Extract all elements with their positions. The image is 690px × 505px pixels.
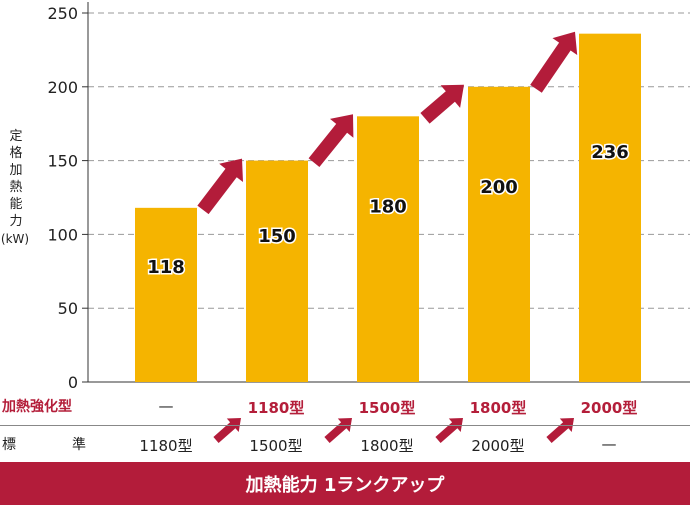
bar [468, 86, 530, 383]
y-tick-label: 150 [47, 152, 78, 171]
y-label-char: 定 [9, 129, 23, 144]
bar [579, 33, 641, 382]
enhanced-row-label: 加熱強化型 [2, 399, 72, 415]
standard-cell: 1500型 [249, 437, 303, 455]
bar [246, 160, 308, 382]
standard-row-label: 標 準 [2, 434, 86, 454]
bar-value-label: 118 [147, 257, 185, 278]
banner: 加熱能力 1ランクアップ [0, 462, 690, 505]
bar-value-labels: 118 150 180 200 236 [146, 141, 631, 280]
step-arrow [530, 31, 578, 93]
y-tick-label: 0 [68, 373, 78, 392]
row-arrow [324, 418, 352, 443]
bar-value-label: 236 [591, 142, 629, 163]
row-arrow [213, 418, 241, 443]
y-tick-label: 200 [47, 78, 78, 97]
y-axis-label: 定 格 加 熱 能 力 (kW) [0, 128, 30, 248]
row-arrows [213, 418, 574, 443]
y-label-char: 熱 [9, 180, 23, 195]
enhanced-cell: 2000型 [580, 399, 638, 417]
y-axis-ticks: 0 50 100 150 200 250 [47, 4, 88, 392]
row-arrow [435, 418, 463, 443]
standard-cell: — [601, 435, 617, 453]
step-arrows [197, 31, 578, 215]
y-label-char: 格 [9, 146, 23, 161]
step-arrow [420, 84, 464, 124]
bar-value-label: 180 [369, 197, 407, 218]
y-label-char: 能 [9, 197, 23, 212]
standard-label-left: 標 [2, 437, 16, 453]
bars [135, 33, 641, 383]
y-tick-label: 250 [47, 4, 78, 23]
y-tick-label: 100 [47, 225, 78, 244]
bar-value-label: 150 [258, 226, 296, 247]
enhanced-cell: 1500型 [358, 399, 416, 417]
bar [357, 116, 419, 382]
step-arrow [308, 114, 354, 167]
y-tick-label: 50 [58, 299, 78, 318]
standard-label-right: 準 [72, 437, 86, 453]
row-divider [0, 425, 690, 426]
bar [135, 207, 197, 382]
standard-cell: 1180型 [139, 437, 193, 455]
y-label-char: 加 [9, 163, 23, 178]
standard-cell: 2000型 [471, 437, 525, 455]
enhanced-cell: 1180型 [247, 399, 305, 417]
standard-cell: 1800型 [360, 437, 414, 455]
y-label-char: 力 [9, 214, 23, 229]
enhanced-cell: 1800型 [469, 399, 527, 417]
y-label-unit: (kW) [0, 232, 30, 246]
bar-value-label: 200 [480, 177, 518, 198]
enhanced-cell: — [158, 397, 174, 415]
row-arrow [546, 418, 574, 443]
step-arrow [197, 158, 243, 215]
